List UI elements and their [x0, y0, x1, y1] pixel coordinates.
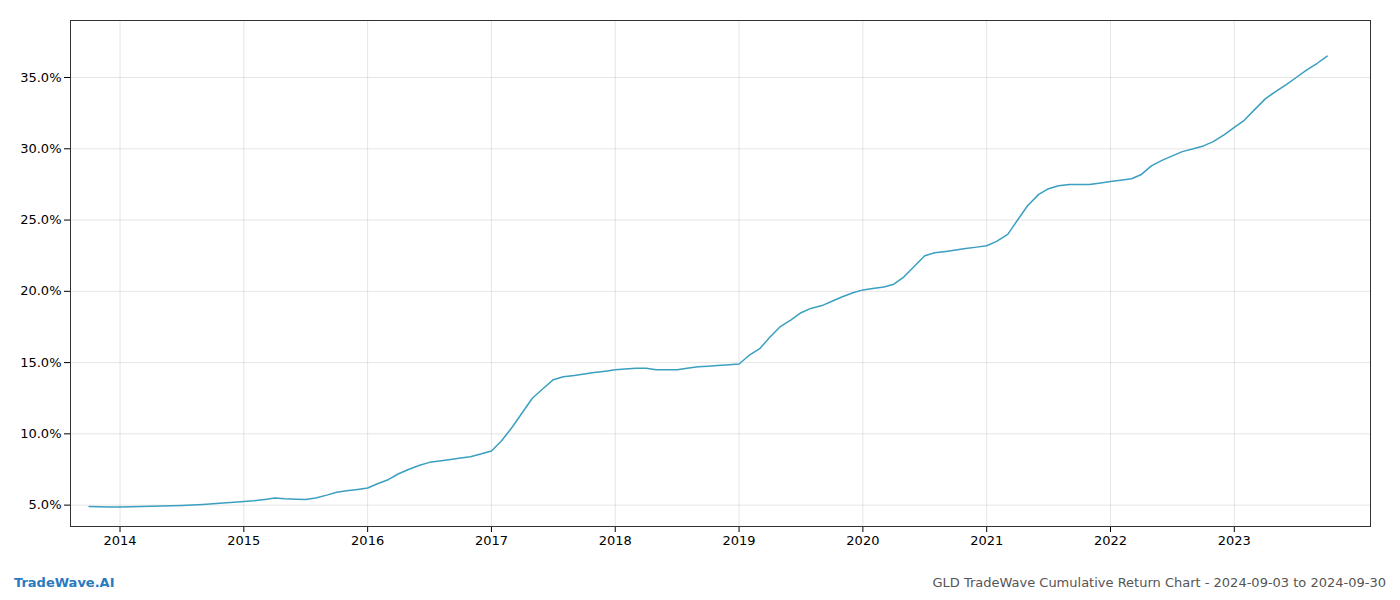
- svg-text:2020: 2020: [846, 533, 879, 548]
- svg-text:2015: 2015: [227, 533, 260, 548]
- svg-text:2019: 2019: [723, 533, 756, 548]
- svg-text:5.0%: 5.0%: [28, 497, 61, 512]
- svg-text:30.0%: 30.0%: [20, 141, 61, 156]
- html-text:TradeWave.AI: TradeWave.AI: [14, 574, 115, 590]
- svg-text:20.0%: 20.0%: [20, 283, 61, 298]
- svg-text:2016: 2016: [351, 533, 384, 548]
- svg-text:2021: 2021: [970, 533, 1003, 548]
- svg-text:10.0%: 10.0%: [20, 426, 61, 441]
- svg-text:2014: 2014: [103, 533, 136, 548]
- svg-text:2017: 2017: [475, 533, 508, 548]
- svg-text:2022: 2022: [1094, 533, 1127, 548]
- svg-text:2023: 2023: [1218, 533, 1251, 548]
- svg-text:15.0%: 15.0%: [20, 355, 61, 370]
- svg-text:2018: 2018: [599, 533, 632, 548]
- svg-text:35.0%: 35.0%: [20, 70, 61, 85]
- svg-text:25.0%: 25.0%: [20, 212, 61, 227]
- html-text:GLD TradeWave Cumulative Retur: GLD TradeWave Cumulative Return Chart - …: [932, 574, 1386, 590]
